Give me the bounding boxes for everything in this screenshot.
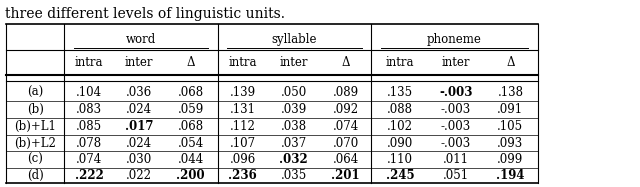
Text: .035: .035 — [280, 169, 307, 182]
Text: .201: .201 — [332, 169, 360, 182]
Text: (b): (b) — [27, 103, 44, 116]
Text: phoneme: phoneme — [427, 33, 482, 46]
Text: .036: .036 — [125, 86, 152, 99]
Text: .099: .099 — [497, 153, 524, 166]
Text: .039: .039 — [280, 103, 307, 116]
Text: .245: .245 — [386, 169, 414, 182]
Text: .068: .068 — [178, 86, 204, 99]
Text: .222: .222 — [74, 169, 104, 182]
Text: .096: .096 — [229, 153, 256, 166]
Text: .089: .089 — [333, 86, 358, 99]
Text: word: word — [125, 33, 156, 46]
Text: .024: .024 — [126, 103, 152, 116]
Text: .017: .017 — [125, 120, 153, 133]
Text: .139: .139 — [230, 86, 255, 99]
Text: (b)+L1: (b)+L1 — [14, 120, 56, 133]
Text: .102: .102 — [387, 120, 413, 133]
Text: three different levels of linguistic units.: three different levels of linguistic uni… — [5, 7, 285, 22]
Text: .104: .104 — [76, 86, 102, 99]
Text: .110: .110 — [387, 153, 413, 166]
Text: Δ: Δ — [341, 56, 350, 69]
Text: .088: .088 — [387, 103, 413, 116]
Text: .054: .054 — [177, 137, 204, 150]
Text: -.003: -.003 — [441, 137, 471, 150]
Text: inter: inter — [125, 56, 153, 69]
Text: inter: inter — [280, 56, 308, 69]
Text: inter: inter — [442, 56, 470, 69]
Text: .135: .135 — [387, 86, 413, 99]
Text: .131: .131 — [230, 103, 255, 116]
Text: .092: .092 — [333, 103, 358, 116]
Text: .112: .112 — [230, 120, 255, 133]
Text: .037: .037 — [280, 137, 307, 150]
Text: (b)+L2: (b)+L2 — [14, 137, 56, 150]
Text: .105: .105 — [497, 120, 524, 133]
Text: .200: .200 — [177, 169, 205, 182]
Text: .138: .138 — [497, 86, 524, 99]
Text: (a): (a) — [27, 86, 44, 99]
Text: .090: .090 — [387, 137, 413, 150]
Text: .074: .074 — [332, 120, 359, 133]
Text: .032: .032 — [280, 153, 308, 166]
Text: Δ: Δ — [506, 56, 515, 69]
Text: .068: .068 — [178, 120, 204, 133]
Text: .011: .011 — [443, 153, 469, 166]
Text: .022: .022 — [126, 169, 152, 182]
Text: .024: .024 — [126, 137, 152, 150]
Text: .038: .038 — [281, 120, 307, 133]
Text: .044: .044 — [177, 153, 204, 166]
Text: .107: .107 — [230, 137, 255, 150]
Text: intra: intra — [386, 56, 414, 69]
Text: .194: .194 — [496, 169, 525, 182]
Text: .051: .051 — [443, 169, 469, 182]
Text: (d): (d) — [27, 169, 44, 182]
Text: .091: .091 — [497, 103, 524, 116]
Text: -.003: -.003 — [439, 86, 473, 99]
Text: .070: .070 — [332, 137, 359, 150]
Text: .059: .059 — [177, 103, 204, 116]
Text: syllable: syllable — [271, 33, 317, 46]
Text: .083: .083 — [76, 103, 102, 116]
Text: -.003: -.003 — [441, 103, 471, 116]
Text: intra: intra — [228, 56, 257, 69]
Text: -.003: -.003 — [441, 120, 471, 133]
Text: intra: intra — [75, 56, 103, 69]
Text: .236: .236 — [228, 169, 257, 182]
Text: .050: .050 — [280, 86, 307, 99]
Text: .064: .064 — [332, 153, 359, 166]
Text: .093: .093 — [497, 137, 524, 150]
Text: .074: .074 — [76, 153, 102, 166]
Text: Δ: Δ — [186, 56, 195, 69]
Text: (c): (c) — [28, 153, 43, 166]
Text: .030: .030 — [125, 153, 152, 166]
Text: .078: .078 — [76, 137, 102, 150]
Text: .085: .085 — [76, 120, 102, 133]
